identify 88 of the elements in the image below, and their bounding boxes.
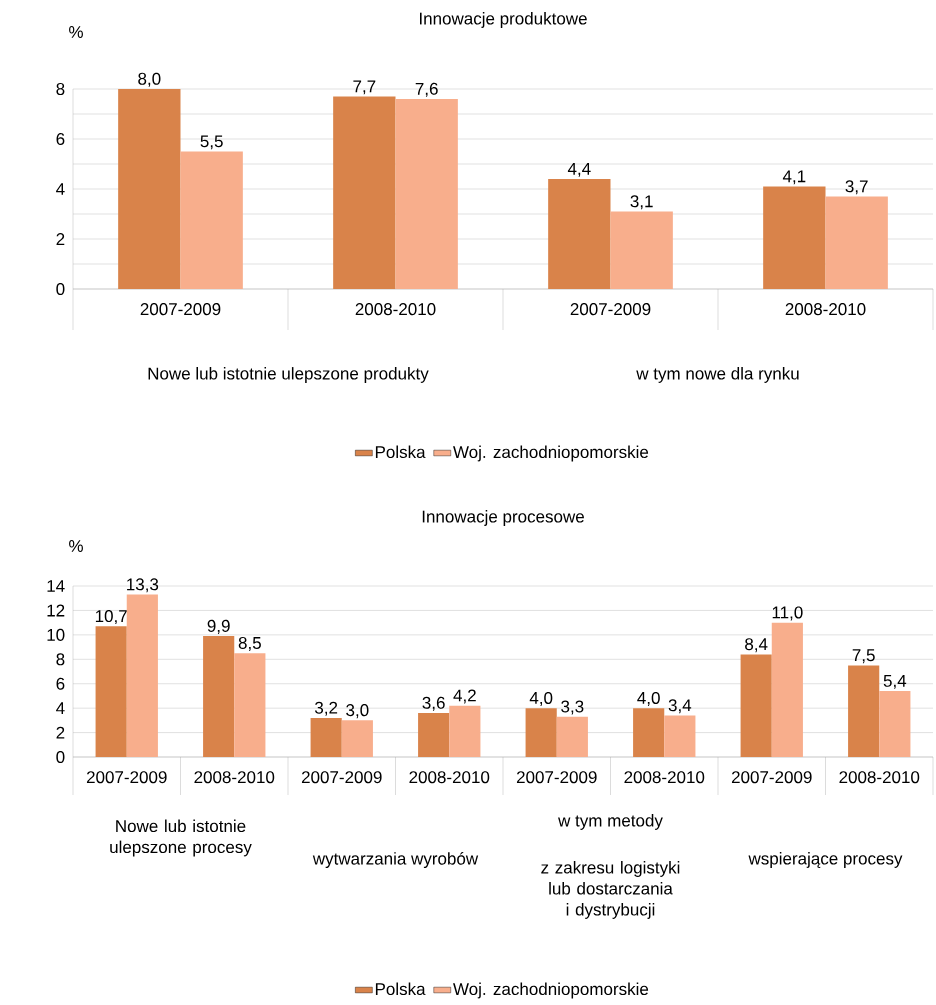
y-axis-title: % xyxy=(69,26,83,38)
data-label: 4,0 xyxy=(637,691,660,706)
data-label: 7,6 xyxy=(415,82,438,97)
bar xyxy=(126,594,158,758)
bar xyxy=(418,713,450,758)
x-tick-label: 2007-2009 xyxy=(86,771,167,784)
bar xyxy=(525,708,557,758)
data-label: 7,5 xyxy=(852,649,875,664)
x-tick-label: 2007-2009 xyxy=(301,771,382,784)
y-tick-label: 6 xyxy=(56,132,65,146)
y-tick-label: 0 xyxy=(56,282,65,296)
data-label: 10,7 xyxy=(95,610,127,625)
data-label: 3,1 xyxy=(630,195,653,210)
data-label: 11,0 xyxy=(772,606,803,621)
x-tick-label: 2007-2009 xyxy=(570,303,651,316)
text: wytwarzania wyrobów xyxy=(312,851,479,869)
data-label: 4,4 xyxy=(567,162,591,177)
bar xyxy=(740,654,772,758)
text: z zakresu logistyki lub dostarczania i dystrybucji xyxy=(541,861,680,919)
data-label: 3,7 xyxy=(845,180,868,195)
y-tick-label: 8 xyxy=(56,82,65,96)
legend-label: Polska xyxy=(375,982,426,996)
data-label: 3,4 xyxy=(668,699,692,714)
bar xyxy=(664,715,696,758)
data-label: 13,3 xyxy=(127,578,159,593)
data-label: 8,0 xyxy=(138,72,161,87)
y-tick-label: 10 xyxy=(47,628,65,641)
bar xyxy=(763,186,826,290)
y-tick-label: 4 xyxy=(56,702,65,714)
data-label: 8,4 xyxy=(745,638,768,653)
bar xyxy=(395,99,458,290)
bar xyxy=(341,720,373,758)
bar xyxy=(610,211,673,290)
legend-label: Woj. zachodniopomorskie xyxy=(453,445,649,462)
data-label: 9,9 xyxy=(207,619,230,634)
x-tick-label: 2008-2010 xyxy=(624,771,705,784)
data-label: 4,2 xyxy=(453,689,476,704)
bar xyxy=(825,196,888,290)
bar xyxy=(234,653,266,758)
text: w tym metody xyxy=(558,814,663,830)
data-label: 4,0 xyxy=(529,691,553,706)
y-tick-label: 2 xyxy=(56,233,65,245)
x-tick-label: 2007-2009 xyxy=(731,771,812,784)
y-tick-label: 8 xyxy=(56,653,65,666)
y-tick-label: 4 xyxy=(56,183,65,195)
data-label: 5,4 xyxy=(883,674,907,689)
bar xyxy=(180,151,243,290)
bar xyxy=(118,89,181,290)
x-tick-label: 2008-2010 xyxy=(785,303,866,316)
bar xyxy=(848,665,880,758)
x-tick-label: 2007-2009 xyxy=(140,303,221,316)
y-tick-label: 14 xyxy=(47,580,65,592)
text: Nowe lub istotnie ulepszone produkty xyxy=(148,367,429,383)
data-label: 3,0 xyxy=(346,704,369,719)
chart-title: Innowacje produktowe xyxy=(419,12,587,28)
text: w tym nowe dla rynku xyxy=(636,367,799,383)
x-tick-label: 2008-2010 xyxy=(355,303,436,316)
y-tick-label: 6 xyxy=(56,677,65,690)
x-tick-label: 2008-2010 xyxy=(839,771,920,784)
bar xyxy=(556,716,588,758)
data-label: 4,1 xyxy=(782,170,806,185)
legend-label: Woj. zachodniopomorskie xyxy=(453,982,649,999)
bar xyxy=(771,622,803,758)
data-label: 7,7 xyxy=(353,80,376,95)
bar xyxy=(203,636,235,758)
y-tick-label: 12 xyxy=(47,604,65,617)
data-label: 5,5 xyxy=(200,135,223,150)
y-tick-label: 2 xyxy=(56,726,65,739)
bar xyxy=(449,705,481,758)
data-label: 8,5 xyxy=(238,636,261,651)
bar xyxy=(95,626,127,758)
legend-label: Polska xyxy=(375,445,426,459)
data-label: 3,2 xyxy=(314,701,338,716)
text: Nowe lub istotnie ulepszone procesy xyxy=(110,819,252,857)
data-label: 3,3 xyxy=(561,700,584,715)
data-label: 3,6 xyxy=(422,696,445,711)
bar xyxy=(548,179,611,290)
x-tick-label: 2007-2009 xyxy=(516,771,597,784)
bar xyxy=(310,717,342,758)
chart-title: Innowacje procesowe xyxy=(422,510,584,526)
text: wspierające procesy xyxy=(748,852,903,868)
x-tick-label: 2008-2010 xyxy=(194,771,275,784)
y-tick-label: 0 xyxy=(56,750,65,764)
y-axis-title: % xyxy=(69,540,83,552)
bar xyxy=(333,96,396,290)
bar xyxy=(633,708,665,758)
x-tick-label: 2008-2010 xyxy=(409,771,490,784)
bar xyxy=(879,691,911,758)
